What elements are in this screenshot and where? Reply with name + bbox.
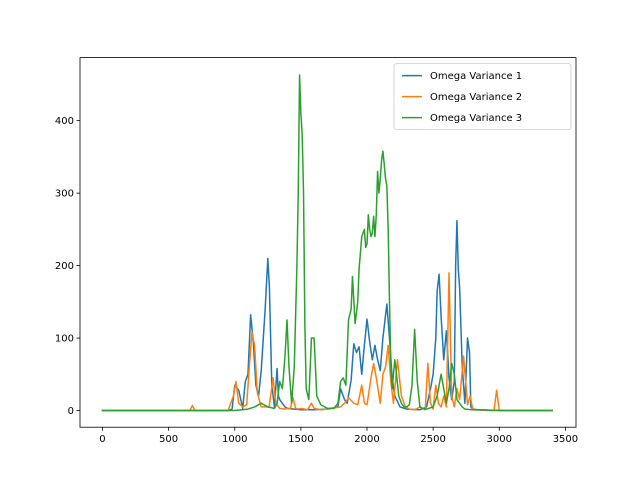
y-tick-label: 300 (55, 189, 74, 200)
y-tick-label: 200 (55, 261, 74, 272)
series-line-2 (101, 272, 553, 412)
x-tick-label: 1500 (288, 434, 313, 445)
y-tick-label: 400 (55, 116, 74, 127)
x-axis: 0 500 1000 1500 2000 2500 3000 3500 (99, 427, 578, 445)
legend-box (393, 63, 572, 130)
legend-label-3: Omega Variance 3 (430, 113, 522, 124)
legend-label-1: Omega Variance 1 (430, 71, 522, 82)
x-tick-label: 2500 (420, 434, 445, 445)
plot-frame (79, 57, 577, 428)
x-tick-label: 2000 (354, 434, 379, 445)
x-tick-label: 1000 (222, 434, 247, 445)
y-tick-label: 100 (55, 334, 74, 345)
legend-label-2: Omega Variance 2 (430, 92, 522, 103)
series-line-3 (101, 74, 553, 412)
x-tick-label: 3000 (487, 434, 512, 445)
x-tick-label: 3500 (553, 434, 578, 445)
x-tick-label: 0 (99, 434, 105, 445)
legend: Omega Variance 1 Omega Variance 2 Omega Va… (393, 63, 572, 130)
plot-lines (101, 74, 553, 412)
y-tick-label: 0 (68, 406, 74, 417)
series-line-1 (101, 219, 553, 412)
x-tick-label: 500 (159, 434, 178, 445)
y-axis: 0 100 200 300 400 (55, 116, 80, 417)
